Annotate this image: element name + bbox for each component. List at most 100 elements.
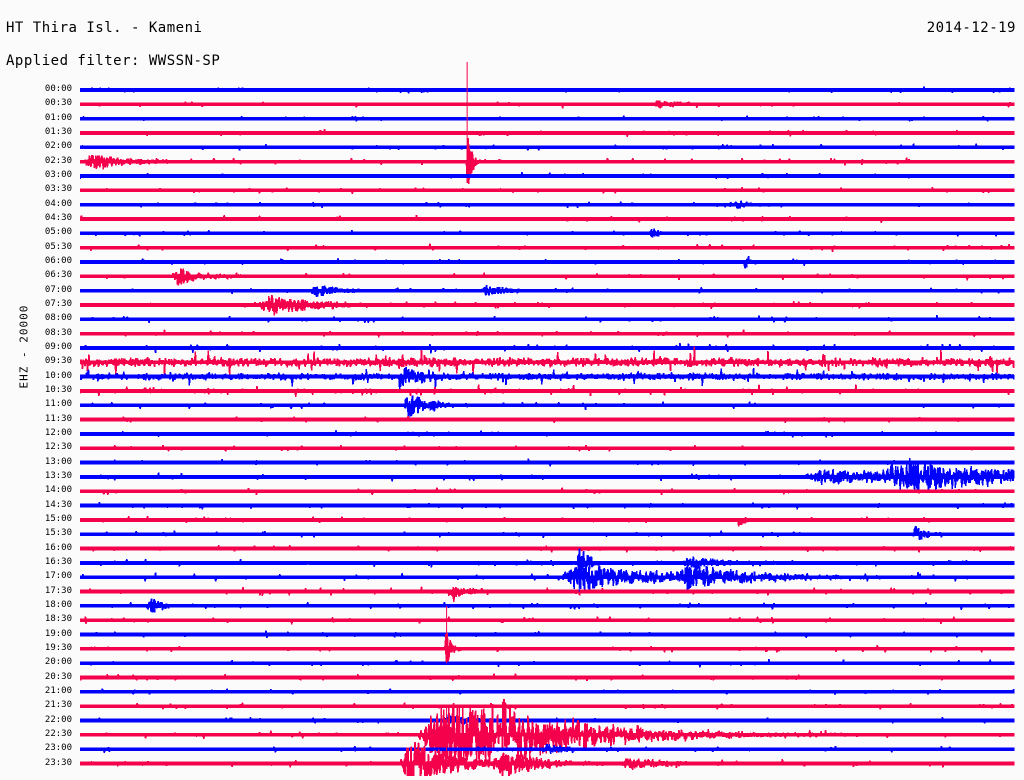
seismic-trace bbox=[79, 214, 1015, 224]
seismic-trace bbox=[79, 100, 1015, 109]
seismic-trace bbox=[79, 346, 1015, 377]
seismic-trace bbox=[79, 586, 1015, 603]
time-label: 05:00 bbox=[44, 227, 72, 238]
seismic-trace bbox=[79, 743, 1015, 754]
time-label: 04:30 bbox=[44, 212, 72, 223]
time-label: 22:00 bbox=[44, 714, 72, 725]
seismic-trace bbox=[79, 395, 1015, 418]
time-label: 22:30 bbox=[44, 728, 72, 739]
time-label: 02:00 bbox=[44, 141, 72, 152]
time-label: 10:00 bbox=[44, 370, 72, 381]
time-label: 10:30 bbox=[44, 384, 72, 395]
seismic-trace bbox=[79, 714, 1015, 727]
time-label: 00:30 bbox=[44, 98, 72, 109]
seismic-trace bbox=[79, 295, 1015, 316]
time-label: 07:00 bbox=[44, 284, 72, 295]
seismic-trace bbox=[79, 143, 1015, 151]
time-label: 23:30 bbox=[44, 757, 72, 768]
seismic-trace bbox=[79, 367, 1015, 390]
time-label: 06:00 bbox=[44, 255, 72, 266]
time-axis: 00:00 00:30 01:00 01:30 02:00 02:30 03:00 03:30… bbox=[0, 80, 78, 776]
seismic-trace bbox=[79, 86, 1015, 94]
seismic-trace bbox=[79, 544, 1015, 553]
time-label: 14:30 bbox=[44, 499, 72, 510]
time-label: 21:30 bbox=[44, 700, 72, 711]
time-label: 03:00 bbox=[44, 169, 72, 180]
time-label: 19:00 bbox=[44, 628, 72, 639]
seismic-trace bbox=[79, 526, 1015, 540]
seismic-trace bbox=[79, 598, 1015, 613]
seismic-trace bbox=[79, 384, 1015, 398]
time-label: 09:00 bbox=[44, 341, 72, 352]
time-label: 02:30 bbox=[44, 155, 72, 166]
time-label: 18:30 bbox=[44, 614, 72, 625]
seismic-trace bbox=[79, 256, 1015, 269]
time-label: 11:00 bbox=[44, 399, 72, 410]
time-label: 16:00 bbox=[44, 542, 72, 553]
seismic-trace bbox=[79, 633, 1015, 664]
seismic-trace bbox=[79, 673, 1015, 682]
time-label: 19:30 bbox=[44, 642, 72, 653]
time-label: 15:30 bbox=[44, 528, 72, 539]
time-label: 09:30 bbox=[44, 356, 72, 367]
seismic-trace bbox=[79, 458, 1015, 467]
time-label: 00:00 bbox=[44, 84, 72, 94]
time-label: 12:30 bbox=[44, 442, 72, 453]
time-label: 18:00 bbox=[44, 599, 72, 610]
time-label: 05:30 bbox=[44, 241, 72, 252]
seismic-trace bbox=[79, 698, 1015, 770]
helicorder-plot bbox=[78, 60, 1018, 776]
time-label: 15:00 bbox=[44, 513, 72, 524]
seismic-trace bbox=[79, 502, 1015, 510]
seismic-trace bbox=[79, 430, 1015, 438]
seismic-trace bbox=[79, 630, 1015, 639]
seismic-trace bbox=[79, 228, 1015, 238]
seismic-trace bbox=[79, 702, 1015, 710]
time-label: 13:30 bbox=[44, 470, 72, 481]
seismic-trace bbox=[79, 115, 1015, 122]
time-label: 21:00 bbox=[44, 685, 72, 696]
applied-filter-label: Applied filter: WWSSN-SP bbox=[6, 53, 221, 69]
time-label: 06:30 bbox=[44, 270, 72, 281]
time-label: 12:00 bbox=[44, 427, 72, 438]
seismic-trace bbox=[79, 487, 1015, 496]
time-label: 08:30 bbox=[44, 327, 72, 338]
time-label: 01:30 bbox=[44, 126, 72, 137]
seismic-trace bbox=[79, 329, 1015, 338]
page-title: HT Thira Isl. - Kameni bbox=[6, 20, 203, 36]
time-label: 17:00 bbox=[44, 571, 72, 582]
time-label: 14:00 bbox=[44, 485, 72, 496]
seismic-trace bbox=[79, 268, 1015, 286]
record-date: 2014-12-19 bbox=[926, 20, 1016, 36]
seismic-trace bbox=[79, 172, 1015, 180]
seismic-trace bbox=[79, 284, 1015, 297]
time-label: 04:00 bbox=[44, 198, 72, 209]
seismic-trace bbox=[79, 616, 1015, 625]
time-label: 13:00 bbox=[44, 456, 72, 467]
seismic-trace bbox=[79, 343, 1015, 354]
time-label: 23:00 bbox=[44, 743, 72, 754]
seismic-trace bbox=[79, 563, 1015, 591]
seismic-trace bbox=[79, 742, 1015, 776]
seismic-trace bbox=[79, 200, 1015, 209]
time-label: 20:00 bbox=[44, 657, 72, 668]
seismic-trace bbox=[79, 129, 1015, 137]
time-label: 07:30 bbox=[44, 298, 72, 309]
seismic-trace bbox=[79, 659, 1015, 668]
seismic-trace bbox=[79, 688, 1015, 695]
time-label: 01:00 bbox=[44, 112, 72, 123]
seismic-trace bbox=[79, 516, 1015, 527]
seismic-trace bbox=[79, 415, 1015, 423]
time-label: 03:30 bbox=[44, 184, 72, 195]
time-label: 08:00 bbox=[44, 313, 72, 324]
seismic-trace bbox=[79, 315, 1015, 324]
time-label: 16:30 bbox=[44, 556, 72, 567]
seismic-trace bbox=[79, 137, 1015, 184]
time-label: 17:30 bbox=[44, 585, 72, 596]
seismic-trace bbox=[79, 444, 1015, 452]
seismic-trace bbox=[79, 243, 1015, 252]
time-label: 20:30 bbox=[44, 671, 72, 682]
time-label: 11:30 bbox=[44, 413, 72, 424]
seismic-trace bbox=[79, 187, 1015, 194]
